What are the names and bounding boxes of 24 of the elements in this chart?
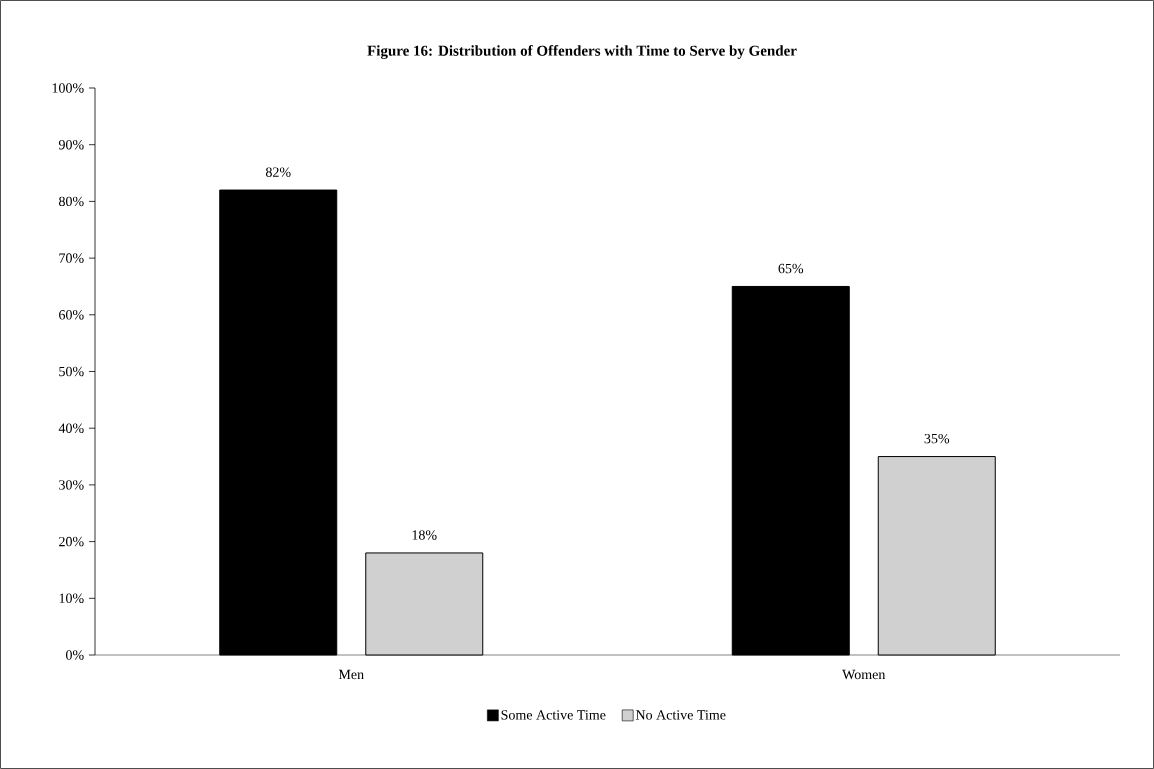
bar bbox=[365, 552, 484, 656]
data-label: 82% bbox=[265, 167, 291, 177]
x-tick-label: Men bbox=[338, 669, 364, 680]
y-tick-label: 90% bbox=[58, 139, 84, 150]
bar bbox=[877, 456, 996, 656]
y-tick-label: 80% bbox=[59, 196, 84, 207]
y-tick-label: 60% bbox=[59, 310, 84, 320]
y-tick-label: 40% bbox=[58, 423, 84, 433]
data-label: 18% bbox=[412, 530, 437, 540]
x-tick-label: Women bbox=[842, 669, 886, 680]
y-tick-label: 100% bbox=[52, 83, 84, 93]
legend-label: Some Active Time bbox=[501, 710, 606, 720]
data-label: 65% bbox=[778, 263, 804, 274]
y-tick-label: 50% bbox=[59, 366, 84, 377]
legend-label: No Active Time bbox=[635, 710, 726, 720]
chart-title: Figure 16: Distribution of Offenders with Time to Serve by Gender bbox=[367, 45, 797, 59]
y-tick-label: 20% bbox=[59, 536, 84, 547]
y-tick-label: 30% bbox=[59, 480, 84, 490]
bar bbox=[731, 285, 850, 656]
bar bbox=[219, 189, 338, 656]
data-label: 35% bbox=[924, 433, 950, 444]
y-tick-label: 70% bbox=[59, 253, 84, 263]
y-tick-label: 10% bbox=[59, 593, 84, 604]
y-tick-label: 0% bbox=[66, 650, 84, 660]
